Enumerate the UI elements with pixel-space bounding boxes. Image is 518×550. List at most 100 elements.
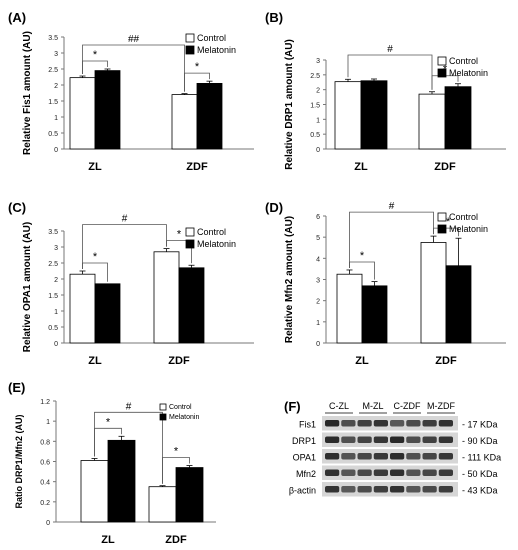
- bar: [445, 265, 472, 344]
- legend-swatch: [437, 68, 447, 78]
- blot-band: [325, 453, 340, 460]
- bar: [336, 273, 363, 344]
- bar: [196, 83, 223, 150]
- legend-label: Control: [449, 56, 478, 66]
- blot-lane-label: M-ZL: [363, 401, 384, 411]
- y-tick-label: 5: [316, 235, 320, 242]
- chart-panel: (C) Relative OPA1 amount (AU) 0 0.5 1 1.5 2 2.5…: [8, 200, 254, 367]
- y-tick-label: 3.5: [48, 35, 58, 42]
- x-category-label: ZDF: [435, 355, 457, 367]
- y-axis-label: Relative DRP1 amount (AU): [284, 39, 295, 170]
- blot-size-label: - 43 KDa: [462, 485, 498, 495]
- blot-size-label: - 111 KDa: [462, 452, 501, 462]
- y-tick-label: 2.5: [310, 73, 320, 80]
- legend-label: Control: [449, 212, 478, 222]
- significance-star: *: [93, 49, 98, 61]
- x-category-label: ZL: [355, 355, 369, 367]
- bar: [148, 486, 177, 523]
- bar: [178, 267, 205, 344]
- blot-band: [422, 436, 437, 443]
- y-tick-label: 0: [54, 341, 58, 348]
- y-tick-label: 2: [54, 277, 58, 284]
- significance-star: *: [360, 250, 365, 262]
- bar: [69, 273, 96, 344]
- y-tick-label: 0.5: [48, 325, 58, 332]
- legend-swatch: [437, 212, 447, 222]
- bar: [153, 251, 180, 344]
- y-tick-label: 1.5: [48, 293, 58, 300]
- x-category-label: ZDF: [434, 161, 456, 173]
- blot-band: [373, 436, 388, 443]
- blot-lane-labels: C-ZL M-ZL C-ZDF M-ZDF: [325, 401, 455, 414]
- y-tick-label: 2: [54, 83, 58, 90]
- y-tick-label: 2: [316, 88, 320, 95]
- blot-band: [438, 453, 453, 460]
- blot-band: [325, 420, 340, 427]
- y-tick-label: 3: [316, 278, 320, 285]
- y-tick-label: 3: [54, 51, 58, 58]
- blot-band: [390, 469, 405, 476]
- legend-swatch: [185, 45, 195, 55]
- bar: [94, 283, 121, 344]
- significance-star: *: [174, 446, 179, 458]
- blot-band: [406, 486, 421, 493]
- y-tick-label: 0: [316, 147, 320, 154]
- blot-protein-label: Mfn2: [296, 469, 316, 479]
- y-axis-label: Relative Mfn2 amount (AU): [284, 216, 295, 343]
- y-tick-label: 3: [54, 245, 58, 252]
- between-group-bracket: [82, 44, 185, 92]
- bar: [360, 80, 388, 150]
- blot-protein-label: Fis1: [299, 419, 316, 429]
- blot-band: [341, 486, 356, 493]
- legend-label: Melatonin: [197, 45, 236, 55]
- blot-size-label: - 90 KDa: [462, 436, 498, 446]
- between-group-bracket: [349, 211, 434, 268]
- bar: [171, 94, 198, 150]
- between-group-mark: ##: [128, 34, 140, 45]
- y-axis-label: Relative Fis1 amount (AU): [22, 31, 33, 155]
- blot-band: [406, 436, 421, 443]
- significance-star: *: [195, 61, 200, 73]
- y-tick-label: 1: [54, 115, 58, 122]
- legend-swatch: [437, 224, 447, 234]
- chart-panel: (A) Relative Fis1 amount (AU) 0 0.5 1 1.5 2 2.5…: [8, 10, 254, 173]
- y-tick-label: 2.5: [48, 261, 58, 268]
- y-tick-label: 0: [54, 147, 58, 154]
- blot-band: [325, 469, 340, 476]
- blot-band: [373, 453, 388, 460]
- legend-swatch: [185, 239, 195, 249]
- legend-swatch: [159, 403, 167, 411]
- y-tick-label: 1: [316, 320, 320, 327]
- western-blot-panel: (F) C-ZL M-ZL C-ZDF M-ZDF Fis1 - 17 KDa DRP1 -…: [284, 399, 501, 497]
- bar: [175, 467, 204, 523]
- legend-label: Control: [197, 227, 226, 237]
- y-tick-label: 0: [316, 341, 320, 348]
- blot-band: [390, 453, 405, 460]
- blot-band: [341, 453, 356, 460]
- bar: [418, 93, 446, 150]
- x-category-label: ZL: [101, 534, 115, 546]
- y-tick-label: 2.5: [48, 67, 58, 74]
- chart-panel: (D)Relative Mfn2 amount (AU) 0 1 2 3 4 5 6 ZL * ZD…: [265, 200, 506, 367]
- y-tick-label: 6: [316, 214, 320, 221]
- blot-size-label: - 17 KDa: [462, 419, 498, 429]
- chart-panel: (B) Relative DRP1 amount (AU) 0 0.5 1 1.5 2 2.5…: [265, 10, 506, 173]
- y-axis-label: Relative OPA1 amount (AU): [22, 222, 33, 352]
- blot-protein-label: DRP1: [292, 436, 316, 446]
- blot-band: [357, 469, 372, 476]
- legend-swatch: [437, 56, 447, 66]
- y-tick-label: 1: [54, 309, 58, 316]
- legend-label: Melatonin: [449, 68, 488, 78]
- legend-swatch: [185, 33, 195, 43]
- blot-band: [390, 436, 405, 443]
- significance-star: *: [93, 251, 98, 263]
- blot-band: [438, 486, 453, 493]
- bar: [80, 460, 109, 523]
- between-group-mark: #: [387, 44, 393, 55]
- legend-label: Melatonin: [449, 224, 488, 234]
- y-tick-label: 0.6: [40, 460, 50, 467]
- between-group-mark: #: [389, 201, 395, 212]
- y-tick-label: 0.5: [48, 131, 58, 138]
- bar: [444, 86, 472, 150]
- y-tick-label: 1: [46, 419, 50, 426]
